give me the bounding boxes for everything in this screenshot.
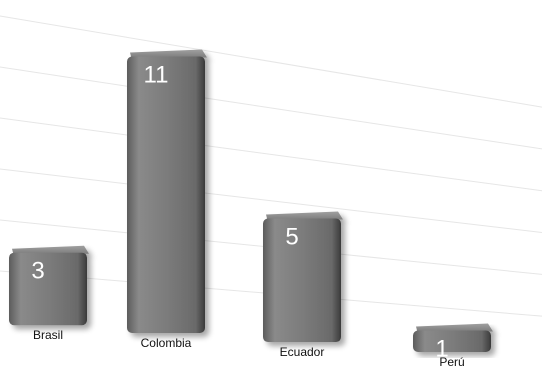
- category-labels: Brasil Colombia Ecuador Perú: [33, 328, 465, 369]
- bar-colombia: [127, 49, 207, 334]
- bar-brasil: [9, 245, 89, 326]
- gridline: [0, 168, 542, 234]
- category-label: Brasil: [33, 328, 63, 342]
- category-label: Perú: [439, 355, 464, 369]
- data-label: 11: [144, 62, 169, 89]
- category-label: Ecuador: [280, 345, 325, 359]
- bar-body: [413, 330, 491, 353]
- bar-per: [413, 323, 493, 353]
- data-labels: 3 11 5 1: [31, 62, 448, 363]
- bar-ecuador: [263, 211, 343, 343]
- gridlines: [0, 15, 542, 317]
- category-label: Colombia: [141, 336, 192, 350]
- data-label: 5: [285, 224, 298, 251]
- bars: [9, 49, 493, 353]
- bar-body: [127, 56, 205, 334]
- gridline: [0, 117, 542, 192]
- bar-body: [9, 252, 87, 326]
- gridline: [0, 66, 542, 150]
- data-label: 3: [31, 258, 44, 285]
- data-label: 1: [435, 336, 448, 363]
- gridline: [0, 15, 542, 108]
- bar-body: [263, 218, 341, 343]
